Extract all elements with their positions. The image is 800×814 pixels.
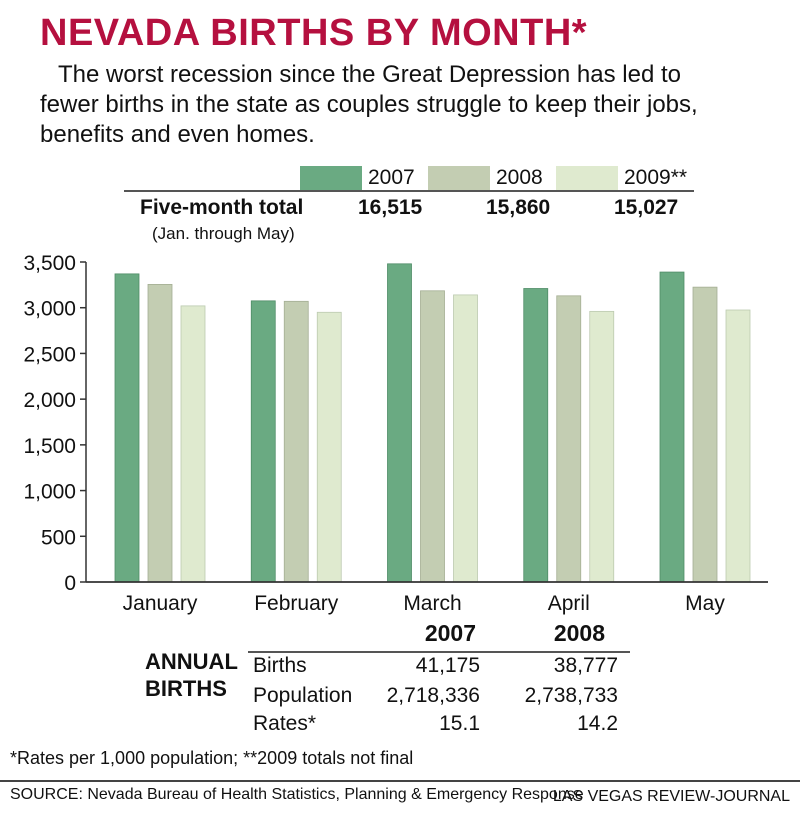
annual-births-2008: 38,777	[553, 654, 618, 677]
bar-chart: 0 500 1,000 1,500 2,000 2,500 3,000 3,500 Januar…	[23, 252, 768, 615]
annual-row-label-rates: Rates*	[253, 712, 317, 735]
legend-label-2008: 2008	[496, 166, 543, 189]
bar-february-2007	[250, 300, 276, 583]
annual-population-2007: 2,718,336	[386, 684, 480, 707]
annual-col-2008: 2008	[553, 620, 605, 646]
annual-title-line1: ANNUAL	[145, 649, 238, 674]
bar-january-2009	[180, 305, 206, 583]
five-month-sublabel: (Jan. through May)	[152, 224, 295, 243]
y-tick-label: 2,500	[23, 343, 76, 366]
footnote: *Rates per 1,000 population; **2009 tota…	[10, 748, 414, 768]
y-tick-label: 0	[64, 572, 76, 595]
legend-swatch-2007	[300, 166, 362, 190]
legend-swatch-2008	[428, 166, 490, 190]
legend-label-2007: 2007	[368, 166, 415, 189]
y-tick-label: 1,500	[23, 435, 76, 458]
x-tick-label: February	[254, 592, 339, 615]
five-month-total-2009: 15,027	[614, 196, 679, 219]
legend-divider	[124, 190, 694, 192]
publisher-credit: LAS VEGAS REVIEW-JOURNAL	[552, 788, 790, 805]
bar-february-2008	[283, 300, 309, 583]
source-note: SOURCE: Nevada Bureau of Health Statisti…	[10, 786, 584, 803]
x-tick-label: January	[123, 592, 198, 615]
y-tick-label: 500	[41, 526, 76, 549]
five-month-total-2008: 15,860	[486, 196, 551, 219]
y-tick-label: 1,000	[23, 481, 76, 504]
bar-february-2009	[316, 311, 342, 583]
five-month-label: Five-month total	[140, 196, 304, 219]
y-tick-label: 3,500	[23, 252, 76, 275]
bar-april-2008	[556, 295, 582, 583]
x-tick-label: March	[403, 592, 461, 615]
footer-divider	[0, 780, 800, 782]
annual-births-title: ANNUAL BIRTHS	[145, 648, 238, 702]
annual-title-line2: BIRTHS	[145, 676, 227, 701]
bar-may-2007	[659, 271, 685, 583]
bar-april-2009	[589, 310, 615, 583]
bar-march-2008	[420, 290, 445, 583]
annual-rates-2007: 15.1	[439, 712, 480, 735]
bar-april-2007	[523, 288, 549, 583]
y-tick-label: 2,000	[23, 389, 76, 412]
x-tick-label: April	[548, 592, 590, 615]
y-tick-label: 3,000	[23, 298, 76, 321]
legend-label-2009: 2009**	[624, 166, 688, 189]
bar-may-2008	[692, 286, 718, 583]
chart-title: NEVADA BIRTHS BY MONTH*	[40, 12, 588, 54]
annual-table-rule	[248, 651, 630, 653]
five-month-total-2007: 16,515	[358, 196, 423, 219]
bar-january-2008	[147, 284, 173, 583]
annual-population-2008: 2,738,733	[524, 684, 618, 707]
annual-rates-2008: 14.2	[577, 712, 618, 735]
annual-col-2007: 2007	[424, 620, 476, 646]
legend-swatch-2009	[556, 166, 618, 190]
annual-births-2007: 41,175	[415, 654, 480, 677]
bar-march-2009	[453, 294, 478, 583]
bar-march-2007	[387, 263, 412, 583]
annual-row-label-births: Births	[253, 654, 307, 677]
bar-january-2007	[114, 273, 140, 583]
annual-row-label-population: Population	[253, 684, 353, 707]
bar-may-2009	[725, 309, 751, 583]
chart-subtitle: The worst recession since the Great Depr…	[40, 61, 698, 148]
x-tick-label: May	[685, 592, 725, 615]
